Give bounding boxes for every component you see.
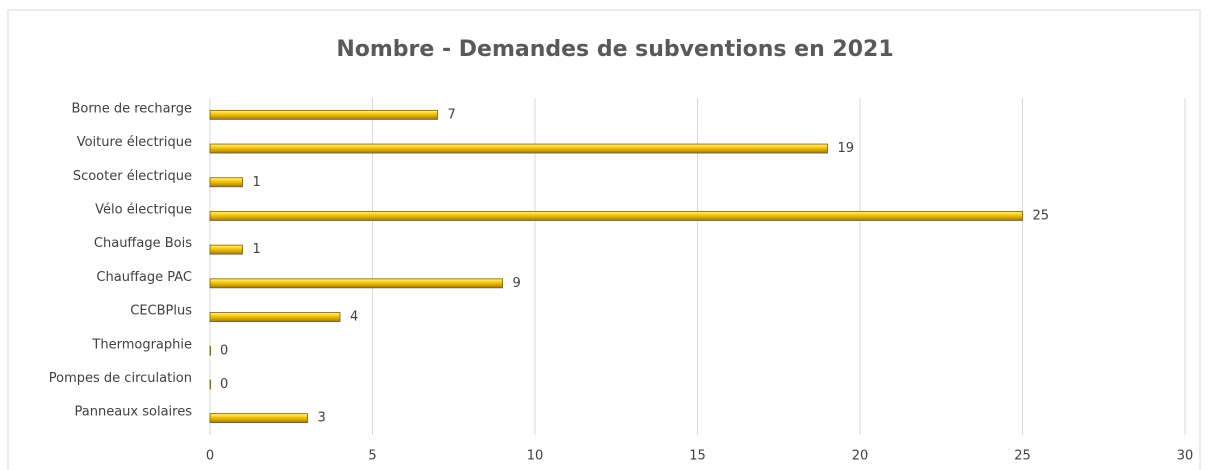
data-label: 9 — [513, 276, 521, 291]
y-tick-label: Borne de recharge — [71, 101, 192, 116]
data-label: 25 — [1033, 208, 1050, 223]
bar — [209, 345, 211, 356]
bar — [209, 379, 211, 390]
data-label: 0 — [220, 377, 228, 392]
data-label: 0 — [220, 343, 228, 358]
x-tick-label: 30 — [1177, 449, 1194, 464]
y-tick-label: Pompes de circulation — [49, 371, 192, 386]
chart-title: Nombre - Demandes de subventions en 2021 — [336, 37, 893, 62]
x-tick-label: 5 — [368, 449, 376, 464]
bar — [209, 312, 341, 322]
bar — [209, 244, 243, 255]
y-tick-label: Scooter électrique — [73, 169, 192, 184]
x-tick-label: 15 — [689, 449, 706, 464]
y-tick-label: CECBPlus — [130, 304, 192, 319]
x-tick-label: 25 — [1014, 449, 1031, 464]
data-label: 3 — [318, 411, 326, 426]
data-label: 1 — [253, 175, 261, 190]
bar — [209, 413, 308, 424]
y-tick-label: Chauffage PAC — [96, 270, 192, 285]
y-tick-label: Voiture électrique — [77, 135, 192, 150]
x-tick-label: 20 — [852, 449, 869, 464]
data-label: 1 — [253, 242, 261, 257]
bar — [209, 143, 828, 154]
y-tick-label: Thermographie — [91, 337, 192, 352]
bar — [209, 211, 1023, 221]
data-label: 7 — [448, 107, 456, 122]
chart-border — [7, 9, 1201, 470]
bar — [209, 278, 503, 289]
bar — [209, 109, 438, 120]
y-tick-label: Vélo électrique — [95, 202, 192, 217]
x-tick-label: 10 — [527, 449, 544, 464]
y-tick-label: Chauffage Bois — [94, 236, 192, 251]
bar — [209, 177, 243, 188]
y-tick-label: Panneaux solaires — [75, 405, 193, 420]
x-tick-label: 0 — [206, 449, 214, 464]
data-label: 4 — [350, 310, 358, 325]
data-label: 19 — [838, 141, 855, 156]
